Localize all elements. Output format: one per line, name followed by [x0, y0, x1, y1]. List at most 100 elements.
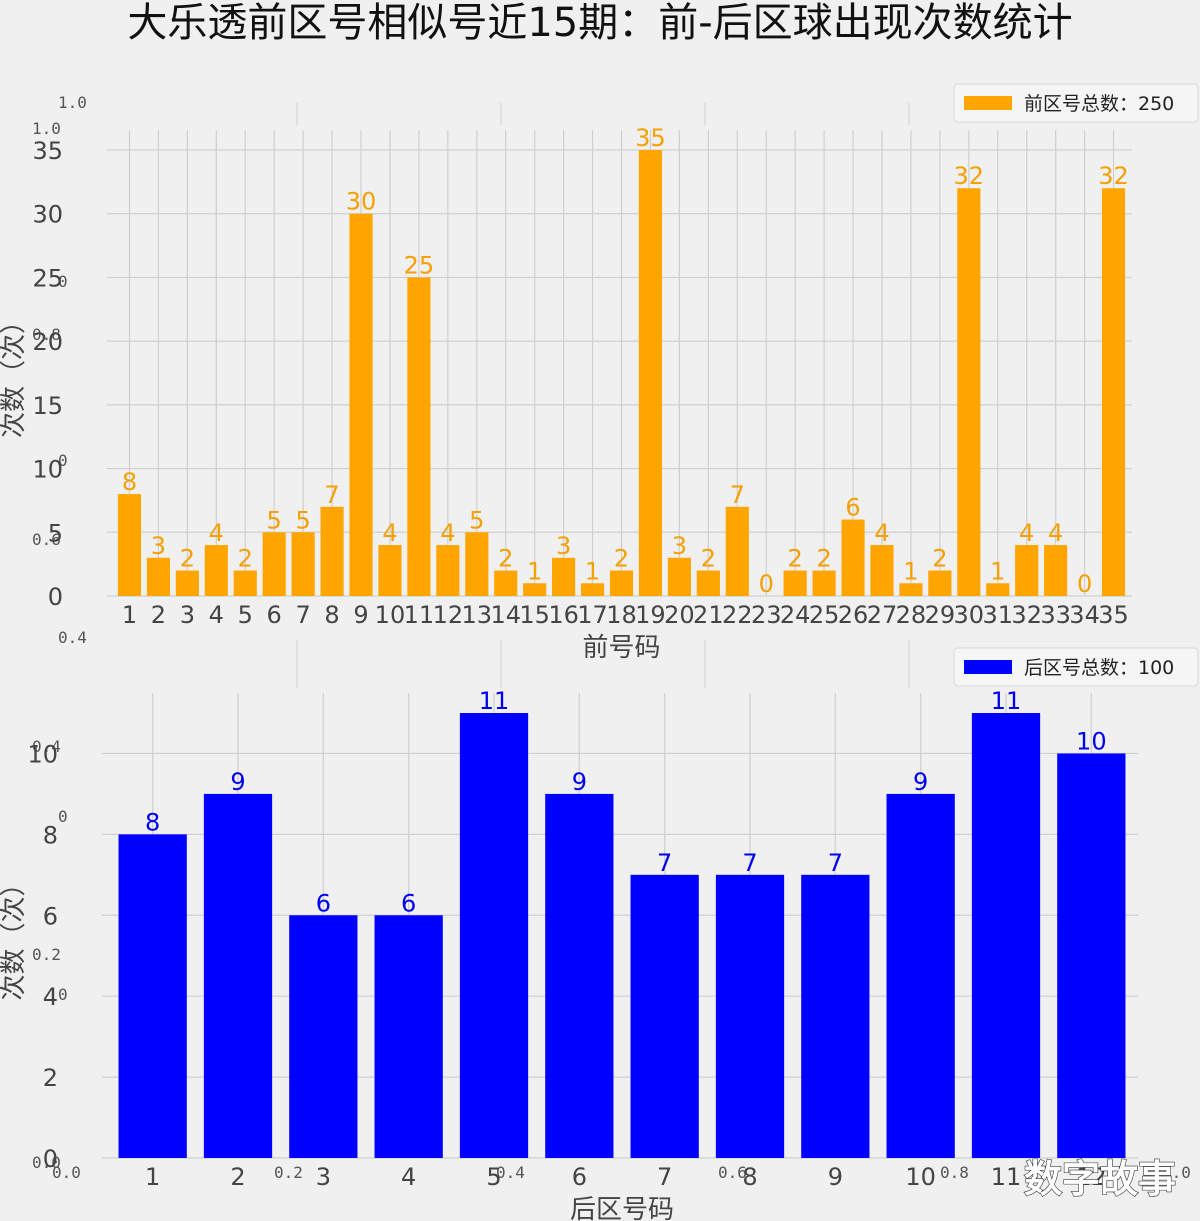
legend-box — [953, 83, 1199, 123]
ghost-tick-label: 0.4 — [496, 1163, 525, 1182]
bar-29 — [928, 570, 952, 596]
data-label: 4 — [1019, 519, 1034, 547]
x-tick-label: 15 — [519, 601, 550, 629]
x-tick-label: 14 — [490, 601, 521, 629]
bar-10 — [378, 545, 402, 596]
data-label: 4 — [209, 519, 224, 547]
x-tick-label: 10 — [905, 1163, 936, 1191]
bar-28 — [899, 583, 923, 596]
legend-swatch — [964, 96, 1012, 110]
ghost-tick-label: 0.0 — [52, 1163, 81, 1182]
data-label: 4 — [1048, 519, 1063, 547]
bar-24 — [783, 570, 807, 596]
ghost-tick-label: 0 — [58, 807, 68, 826]
x-axis-title: 后区号码 — [570, 1195, 674, 1221]
y-tick-label: 8 — [43, 821, 58, 849]
bar-5 — [233, 570, 257, 596]
x-tick-label: 4 — [209, 601, 224, 629]
legend-box — [953, 647, 1199, 687]
bar-15 — [523, 583, 547, 596]
data-label: 2 — [788, 545, 803, 573]
x-tick-label: 11 — [404, 601, 435, 629]
front-chart: 0510152025303581322344255657783094102511… — [0, 83, 1199, 663]
data-label: 1 — [990, 557, 1005, 585]
x-tick-label: 22 — [722, 601, 753, 629]
bar-12 — [436, 545, 460, 596]
ghost-tick-label: 0 — [58, 985, 68, 1004]
ghost-tick-label: 0.8 — [32, 325, 61, 344]
bar-21 — [696, 570, 720, 596]
x-tick-label: 3 — [316, 1163, 331, 1191]
bar-32 — [1015, 545, 1039, 596]
bar-11 — [971, 713, 1041, 1158]
legend-label: 后区号总数：100 — [1024, 657, 1174, 679]
ghost-tick-label: 0.4 — [58, 628, 87, 647]
x-tick-label: 31 — [982, 601, 1013, 629]
bar-25 — [812, 570, 836, 596]
x-tick-label: 3 — [180, 601, 195, 629]
ghost-tick-label: 0.6 — [32, 530, 61, 549]
data-label: 2 — [238, 545, 253, 573]
x-tick-label: 6 — [267, 601, 282, 629]
bar-1 — [118, 834, 187, 1158]
legend: 前区号总数：250 — [953, 83, 1199, 123]
data-label: 7 — [324, 481, 339, 509]
y-tick-label: 20 — [32, 328, 63, 356]
data-label: 7 — [730, 481, 745, 509]
x-tick-label: 1 — [145, 1163, 160, 1191]
data-label: 2 — [614, 545, 629, 573]
ghost-tick-label: 0 — [58, 451, 68, 470]
back-chart: 0 2 4 6 8 10 8 1 9 2 6 3 6 4 11 5 9 6 7 7 7 8 7 9 9 10 11 11 10 12 后区号… — [0, 647, 1199, 1221]
data-label: 2 — [180, 545, 195, 573]
x-tick-label: 32 — [1011, 601, 1042, 629]
y-tick-label: 6 — [43, 902, 58, 930]
x-tick-label: 7 — [657, 1163, 672, 1191]
ghost-tick-label: 0.2 — [274, 1163, 303, 1182]
x-tick-label: 33 — [1040, 601, 1071, 629]
ghost-tick-label: 1.0 — [1162, 1163, 1191, 1182]
y-tick-label: 25 — [32, 264, 63, 292]
bar-4 — [204, 545, 228, 596]
legend: 后区号总数：100 — [953, 647, 1199, 687]
data-label: 3 — [556, 532, 571, 560]
x-tick-label: 2 — [151, 601, 166, 629]
x-tick-label: 5 — [238, 601, 253, 629]
bar-4 — [374, 915, 443, 1158]
bar-8 — [320, 506, 344, 596]
data-label: 1 — [585, 557, 600, 585]
ghost-axis-layer: 1.01.000.800.60.40.400.200.00.0 0.2 0.4 0.6… — [32, 93, 1191, 1182]
x-tick-label: 21 — [693, 601, 724, 629]
data-label: 2 — [816, 545, 831, 573]
x-tick-label: 24 — [780, 601, 811, 629]
x-tick-label: 13 — [462, 601, 493, 629]
bar-8 — [715, 874, 785, 1158]
bar-31 — [986, 583, 1010, 596]
data-label: 7 — [657, 849, 672, 877]
x-tick-label: 10 — [375, 601, 406, 629]
bar-6 — [262, 532, 286, 596]
x-tick-label: 23 — [751, 601, 782, 629]
data-label: 8 — [145, 808, 160, 836]
data-label: 7 — [742, 849, 757, 877]
x-tick-label: 28 — [896, 601, 927, 629]
x-tick-label: 17 — [577, 601, 608, 629]
watermark: 数字故事 — [1024, 1157, 1176, 1201]
bar-2 — [203, 793, 273, 1158]
data-label: 7 — [828, 849, 843, 877]
y-tick-label: 30 — [32, 201, 63, 229]
data-label: 25 — [404, 251, 435, 279]
x-tick-label: 20 — [664, 601, 695, 629]
bar-19 — [638, 150, 663, 596]
ghost-tick-label: 0.0 — [32, 1153, 61, 1172]
chart-title: 大乐透前区号相似号近15期：前-后区球出现次数统计 — [127, 0, 1072, 46]
x-tick-label: 34 — [1069, 601, 1100, 629]
bar-27 — [870, 545, 894, 596]
bar-16 — [552, 557, 576, 596]
legend-label: 前区号总数：250 — [1024, 93, 1174, 115]
y-tick-label: 0 — [43, 1145, 58, 1173]
data-label: 32 — [954, 162, 985, 190]
bar-20 — [667, 557, 691, 596]
y-tick-label: 10 — [27, 740, 58, 768]
data-label: 4 — [440, 519, 455, 547]
